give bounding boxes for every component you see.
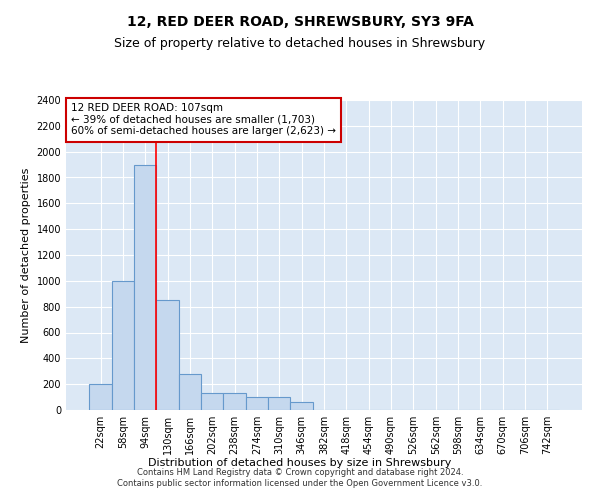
Text: Contains HM Land Registry data © Crown copyright and database right 2024.
Contai: Contains HM Land Registry data © Crown c… bbox=[118, 468, 482, 487]
Text: Distribution of detached houses by size in Shrewsbury: Distribution of detached houses by size … bbox=[148, 458, 452, 468]
Y-axis label: Number of detached properties: Number of detached properties bbox=[21, 168, 31, 342]
Bar bbox=[290, 402, 313, 410]
Bar bbox=[112, 281, 134, 410]
Text: Size of property relative to detached houses in Shrewsbury: Size of property relative to detached ho… bbox=[115, 38, 485, 51]
Bar bbox=[246, 397, 268, 410]
Bar bbox=[179, 374, 201, 410]
Text: 12, RED DEER ROAD, SHREWSBURY, SY3 9FA: 12, RED DEER ROAD, SHREWSBURY, SY3 9FA bbox=[127, 15, 473, 29]
Bar bbox=[268, 397, 290, 410]
Text: 12 RED DEER ROAD: 107sqm
← 39% of detached houses are smaller (1,703)
60% of sem: 12 RED DEER ROAD: 107sqm ← 39% of detach… bbox=[71, 103, 336, 136]
Bar bbox=[201, 393, 223, 410]
Bar bbox=[134, 164, 157, 410]
Bar bbox=[157, 300, 179, 410]
Bar bbox=[89, 384, 112, 410]
Bar bbox=[223, 393, 246, 410]
